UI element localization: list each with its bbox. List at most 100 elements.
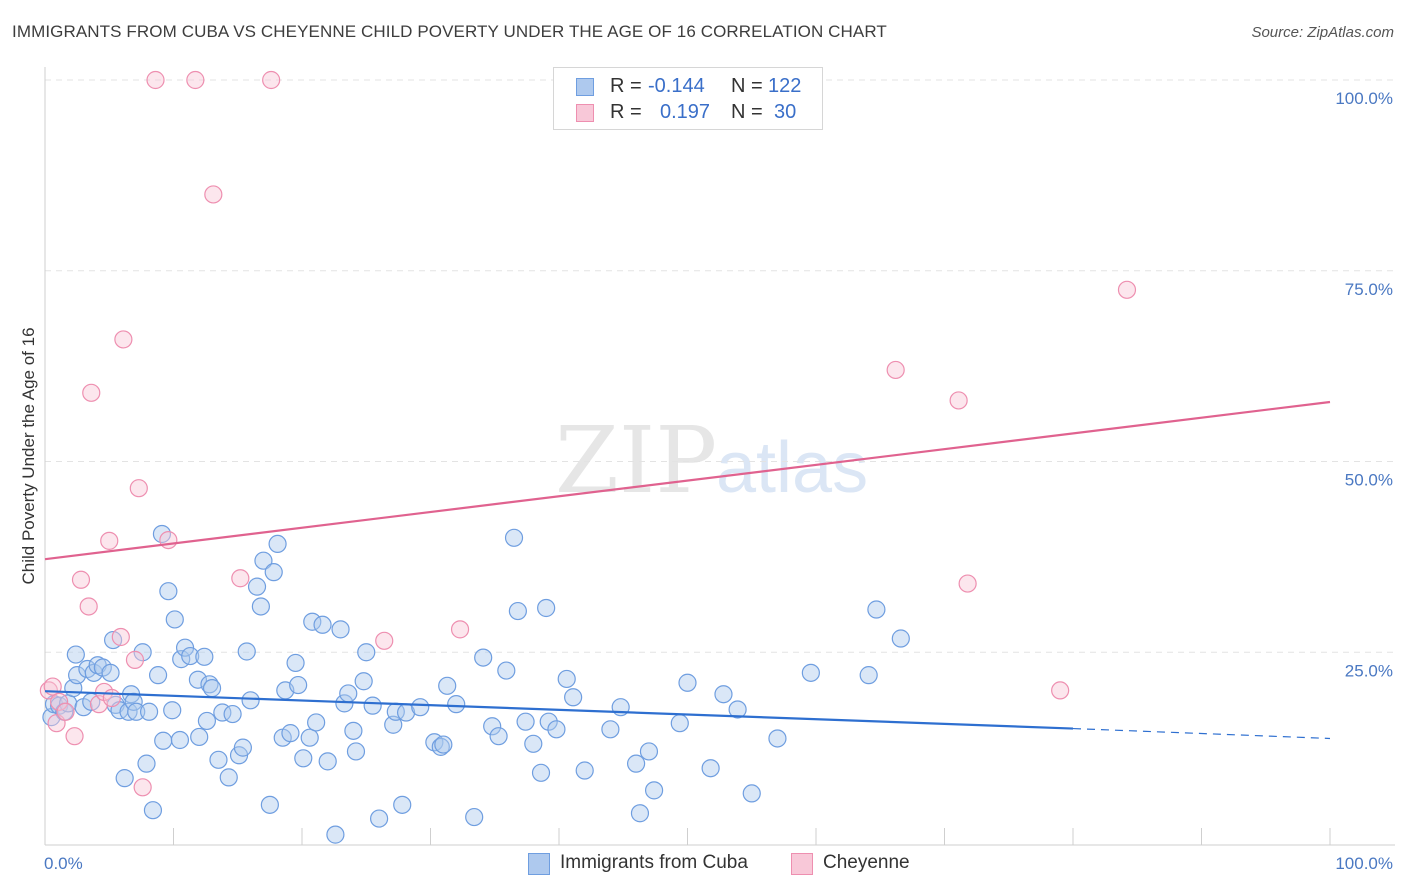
point-cuba [237, 642, 256, 661]
legend-r-label: R = [610, 75, 642, 97]
point-cuba [344, 721, 363, 740]
point-cheyenne [114, 330, 133, 349]
point-cuba [154, 731, 173, 750]
point-cuba [891, 629, 910, 648]
point-cuba [678, 673, 697, 692]
point-cuba [537, 598, 556, 618]
point-cuba [531, 763, 551, 782]
point-cuba [148, 666, 168, 685]
point-cheyenne [186, 70, 205, 90]
trend-line-cuba-extension [1072, 727, 1331, 740]
point-cuba [859, 666, 878, 685]
bottom-legend-label-cheyenne: Cheyenne [823, 852, 910, 873]
trend-line-cuba [44, 690, 1074, 730]
point-cuba [170, 730, 190, 750]
point-cheyenne [375, 631, 394, 650]
point-cheyenne [79, 597, 98, 616]
point-cuba [474, 648, 493, 667]
point-cuba [438, 676, 457, 695]
bottom-legend-swatch-cheyenne [791, 853, 813, 875]
point-cuba [254, 551, 273, 570]
point-cuba [260, 795, 279, 814]
point-cuba [165, 610, 184, 629]
point-cuba [268, 534, 287, 554]
point-cuba [101, 663, 120, 682]
point-cuba [209, 750, 228, 769]
y-tick-label: 100.0% [1335, 89, 1393, 108]
point-cuba [768, 729, 787, 748]
point-cheyenne [231, 569, 250, 588]
chart-title: IMMIGRANTS FROM CUBA VS CHEYENNE CHILD P… [12, 22, 887, 41]
point-cuba [504, 528, 524, 547]
legend-r-value: 0.197 [660, 101, 711, 123]
point-cuba [370, 809, 389, 828]
point-cuba [483, 717, 502, 736]
point-cuba [190, 727, 209, 747]
point-cuba [742, 784, 761, 803]
point-cuba [281, 724, 300, 743]
point-cuba [181, 646, 200, 666]
data-points [39, 70, 1137, 844]
point-cuba [447, 695, 466, 714]
point-cheyenne [159, 530, 178, 550]
point-cuba [728, 700, 747, 719]
point-cheyenne [71, 570, 91, 589]
point-cuba [264, 563, 283, 582]
point-cheyenne [111, 627, 130, 647]
point-cuba [133, 643, 152, 662]
point-cuba [307, 713, 326, 732]
point-cuba [539, 712, 558, 731]
point-cuba [701, 759, 720, 778]
point-cuba [289, 675, 308, 695]
point-cheyenne [1051, 681, 1070, 700]
point-cheyenne [125, 650, 145, 669]
point-cuba [867, 600, 886, 619]
point-cuba [626, 754, 646, 773]
point-cuba [127, 702, 146, 721]
point-cuba [251, 597, 270, 616]
point-cheyenne [100, 531, 119, 550]
legend-n-label: N = [731, 75, 763, 97]
point-cuba [670, 714, 689, 733]
point-cuba [119, 702, 138, 721]
point-cuba [331, 620, 350, 639]
point-cheyenne [450, 620, 470, 639]
point-cuba [318, 752, 337, 771]
point-cheyenne [102, 688, 121, 708]
x-tick-label: 0.0% [44, 854, 83, 873]
point-cuba [202, 679, 222, 698]
point-cuba [241, 691, 260, 710]
point-cuba [294, 749, 313, 768]
point-cuba [601, 720, 620, 739]
point-cuba [163, 701, 182, 720]
point-cuba [339, 684, 358, 703]
point-cuba [357, 643, 376, 662]
point-cuba [393, 795, 412, 814]
point-cuba [575, 761, 594, 780]
y-tick-label: 75.0% [1345, 280, 1393, 299]
trend-lines [44, 400, 1331, 740]
point-cuba [219, 768, 238, 787]
point-cuba [564, 688, 583, 707]
watermark-zip: ZIP [555, 407, 717, 514]
bottom-legend-label-cuba: Immigrants from Cuba [560, 852, 748, 873]
axes [44, 67, 1395, 846]
point-cuba [431, 737, 450, 756]
source-credit: Source: ZipAtlas.com [1251, 24, 1394, 41]
point-cuba [195, 647, 214, 666]
point-cuba [363, 696, 382, 715]
point-cuba [557, 669, 576, 689]
trend-line-cheyenne [44, 400, 1331, 561]
point-cuba [630, 804, 650, 823]
point-cuba [354, 672, 373, 691]
point-cuba [66, 645, 85, 664]
legend-r-label: R = [610, 101, 642, 123]
point-cheyenne [146, 70, 165, 90]
point-cuba [801, 663, 820, 682]
legend-n-label: N = [731, 101, 763, 123]
point-cuba [223, 704, 242, 724]
legend-n-value: 122 [768, 75, 802, 97]
point-cuba [143, 801, 163, 820]
point-cuba [639, 742, 659, 761]
